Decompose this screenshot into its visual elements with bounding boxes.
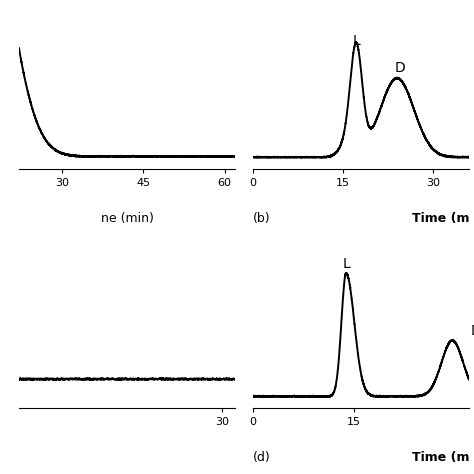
Text: L: L [352, 34, 360, 48]
Text: Time (m: Time (m [412, 451, 469, 464]
Text: L: L [342, 256, 350, 271]
Text: (d): (d) [253, 451, 271, 464]
Text: Time (m: Time (m [412, 212, 469, 225]
Text: ne (min): ne (min) [101, 212, 154, 225]
Text: (b): (b) [253, 212, 270, 225]
Text: D: D [471, 324, 474, 337]
Text: D: D [395, 61, 405, 75]
